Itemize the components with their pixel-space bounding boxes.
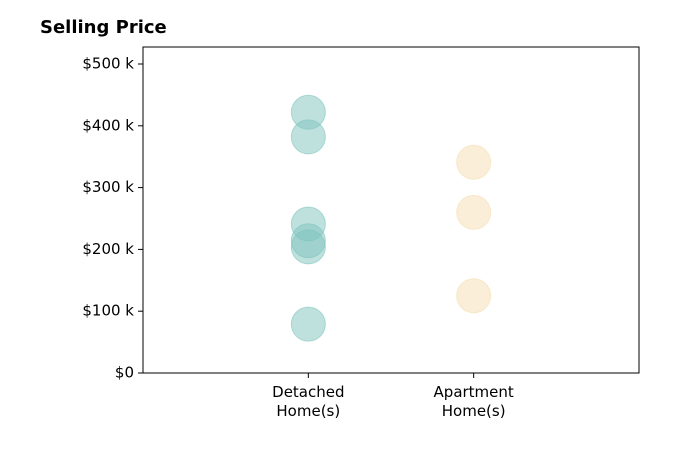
point [290,306,326,342]
y-tick-label: $400 k [82,116,134,134]
x-tick-label: Apartment Home(s) [434,383,514,420]
x-tick-label: Detached Home(s) [272,383,344,420]
point [456,144,492,180]
chart-title: Selling Price [40,17,167,38]
point [290,119,326,155]
point [290,229,326,265]
y-tick-label: $200 k [82,240,134,258]
y-tick-label: $0 [115,364,134,382]
point [456,194,492,230]
plot-frame [142,46,640,374]
point [456,278,492,314]
y-tick-label: $100 k [82,302,134,320]
y-tick-label: $300 k [82,178,134,196]
y-tick-label: $500 k [82,54,134,72]
